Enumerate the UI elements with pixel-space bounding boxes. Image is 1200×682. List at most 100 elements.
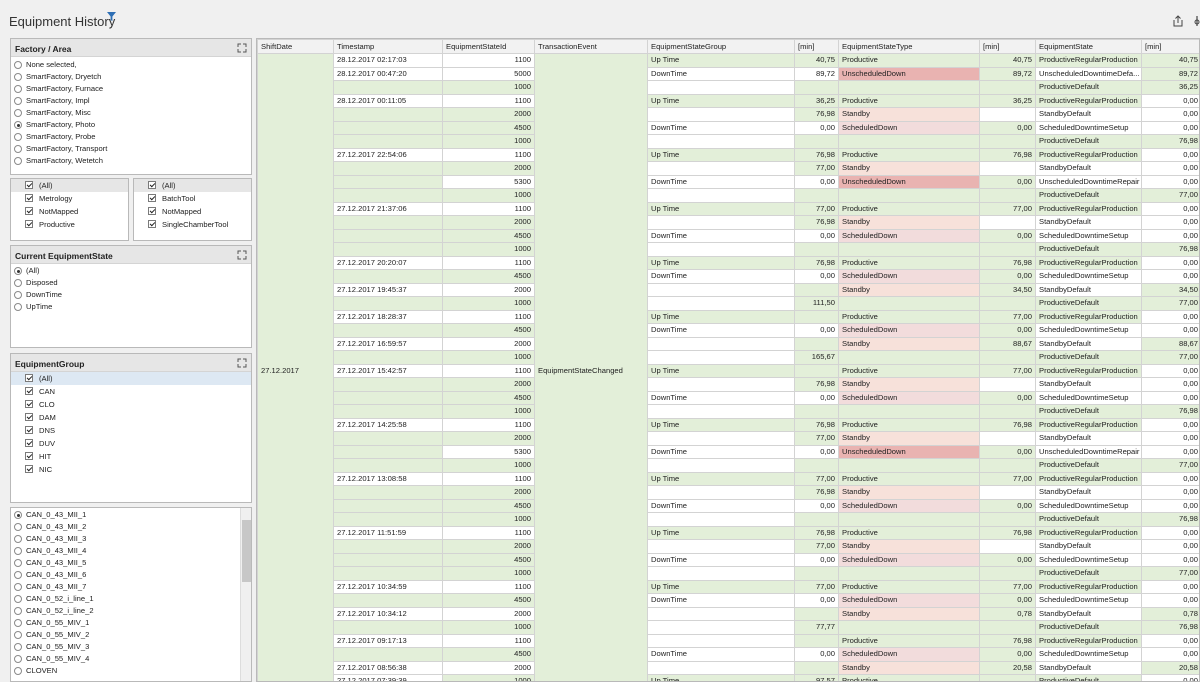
equipment-item[interactable]: CAN_0_52_i_line_1 (11, 593, 251, 605)
equipment-item[interactable]: CAN_0_43_MII_4 (11, 545, 251, 557)
radio-button[interactable] (14, 73, 22, 81)
column-header[interactable]: [min] (794, 39, 839, 54)
group-item[interactable]: CAN (11, 385, 251, 398)
column-header[interactable]: Timestamp (333, 39, 443, 54)
factory-item[interactable]: SmartFactory, Dryetch (11, 71, 251, 83)
filter-item[interactable]: Productive (11, 218, 128, 231)
group-item[interactable]: NIC (11, 463, 251, 476)
factory-item[interactable]: SmartFactory, Furnace (11, 83, 251, 95)
column-header[interactable]: EquipmentStateId (442, 39, 535, 54)
radio-button[interactable] (14, 279, 22, 287)
scrollbar-thumb[interactable] (242, 520, 251, 582)
radio-button[interactable] (14, 109, 22, 117)
checkbox[interactable] (25, 374, 33, 382)
equipment-item[interactable]: CAN_0_43_MII_1 (11, 509, 251, 521)
radio-button[interactable] (14, 655, 22, 663)
factory-item[interactable]: SmartFactory, Probe (11, 131, 251, 143)
factory-item[interactable]: SmartFactory, Transport (11, 143, 251, 155)
checkbox[interactable] (148, 181, 156, 189)
checkbox[interactable] (25, 181, 33, 189)
equipment-item[interactable]: CAN_0_43_MII_3 (11, 533, 251, 545)
state-item[interactable]: (All) (11, 265, 251, 277)
radio-button[interactable] (14, 619, 22, 627)
radio-button[interactable] (14, 267, 22, 275)
group-item[interactable]: HIT (11, 450, 251, 463)
state-item[interactable]: Disposed (11, 277, 251, 289)
radio-button[interactable] (14, 583, 22, 591)
group-item[interactable]: (All) (11, 372, 251, 385)
radio-button[interactable] (14, 85, 22, 93)
radio-button[interactable] (14, 595, 22, 603)
checkbox[interactable] (25, 207, 33, 215)
checkbox[interactable] (25, 387, 33, 395)
checkbox[interactable] (25, 220, 33, 228)
radio-button[interactable] (14, 157, 22, 165)
column-header[interactable]: TransactionEvent (534, 39, 648, 54)
equipment-item[interactable]: CAN_0_55_MIV_3 (11, 641, 251, 653)
filter-item[interactable]: SingleChamberTool (134, 218, 251, 231)
radio-button[interactable] (14, 121, 22, 129)
filter-item[interactable]: Metrology (11, 192, 128, 205)
radio-button[interactable] (14, 547, 22, 555)
settings-icon[interactable] (1193, 15, 1200, 27)
scrollbar[interactable] (240, 508, 251, 681)
radio-button[interactable] (14, 559, 22, 567)
filter-item[interactable]: (All) (134, 179, 251, 192)
column-header[interactable]: EquipmentStateType (838, 39, 980, 54)
factory-item[interactable]: None selected, (11, 59, 251, 71)
equipment-item[interactable]: CAN_0_43_MII_2 (11, 521, 251, 533)
radio-button[interactable] (14, 61, 22, 69)
equipment-item[interactable]: CAN_0_43_MII_6 (11, 569, 251, 581)
equipment-item[interactable]: CLOVEN (11, 665, 251, 677)
radio-button[interactable] (14, 607, 22, 615)
radio-button[interactable] (14, 133, 22, 141)
checkbox[interactable] (25, 194, 33, 202)
column-header[interactable]: EquipmentState (1035, 39, 1142, 54)
radio-button[interactable] (14, 291, 22, 299)
equipment-item[interactable]: CAN_0_55_MIV_4 (11, 653, 251, 665)
radio-button[interactable] (14, 571, 22, 579)
radio-button[interactable] (14, 535, 22, 543)
radio-button[interactable] (14, 303, 22, 311)
radio-button[interactable] (14, 631, 22, 639)
checkbox[interactable] (25, 439, 33, 447)
factory-item[interactable]: SmartFactory, Misc (11, 107, 251, 119)
checkbox[interactable] (25, 426, 33, 434)
factory-item[interactable]: SmartFactory, Photo (11, 119, 251, 131)
filter-icon[interactable] (107, 12, 116, 21)
equipment-item[interactable]: CAN_0_43_MII_5 (11, 557, 251, 569)
state-item[interactable]: DownTime (11, 289, 251, 301)
radio-button[interactable] (14, 97, 22, 105)
radio-button[interactable] (14, 511, 22, 519)
column-header[interactable]: [min] (1141, 39, 1199, 54)
checkbox[interactable] (148, 207, 156, 215)
group-item[interactable]: CLO (11, 398, 251, 411)
factory-item[interactable]: SmartFactory, Wetetch (11, 155, 251, 167)
filter-item[interactable]: BatchTool (134, 192, 251, 205)
equipment-item[interactable]: CAN_0_52_i_line_2 (11, 605, 251, 617)
checkbox[interactable] (25, 452, 33, 460)
column-header[interactable]: EquipmentStateGroup (647, 39, 795, 54)
expand-icon[interactable] (237, 358, 247, 368)
export-icon[interactable] (1172, 15, 1184, 27)
state-item[interactable]: UpTime (11, 301, 251, 313)
radio-button[interactable] (14, 667, 22, 675)
radio-button[interactable] (14, 643, 22, 651)
radio-button[interactable] (14, 523, 22, 531)
expand-icon[interactable] (237, 43, 247, 53)
column-header[interactable]: ShiftDate (257, 39, 334, 54)
radio-button[interactable] (14, 145, 22, 153)
checkbox[interactable] (148, 220, 156, 228)
equipment-item[interactable]: CAN_0_55_MIV_1 (11, 617, 251, 629)
factory-item[interactable]: SmartFactory, Impl (11, 95, 251, 107)
equipment-item[interactable]: CAN_0_55_MIV_2 (11, 629, 251, 641)
checkbox[interactable] (148, 194, 156, 202)
expand-icon[interactable] (237, 250, 247, 260)
checkbox[interactable] (25, 413, 33, 421)
column-header[interactable]: [min] (979, 39, 1036, 54)
filter-item[interactable]: NotMapped (134, 205, 251, 218)
filter-item[interactable]: (All) (11, 179, 128, 192)
checkbox[interactable] (25, 400, 33, 408)
group-item[interactable]: DAM (11, 411, 251, 424)
checkbox[interactable] (25, 465, 33, 473)
